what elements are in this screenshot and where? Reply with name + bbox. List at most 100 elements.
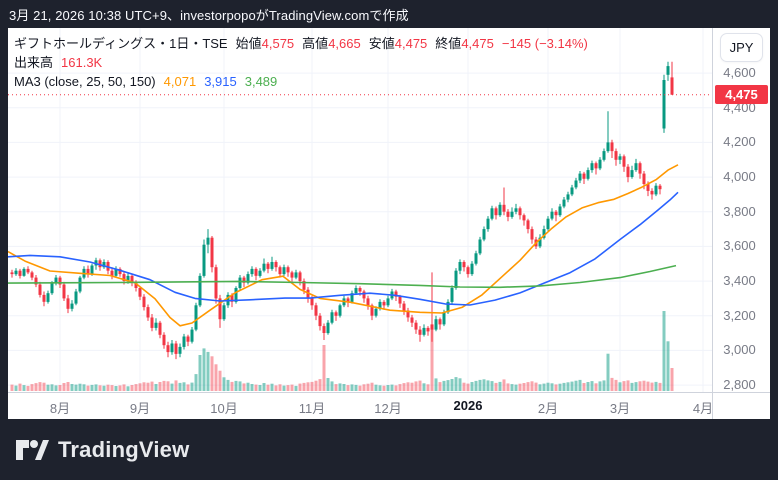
ma-label[interactable]: MA3 (close, 25, 50, 150) [14, 74, 156, 89]
volume-bar [418, 380, 422, 391]
candle-body [190, 329, 194, 342]
low-pair: 安値4,475 [369, 34, 428, 53]
volume-bar [238, 381, 242, 391]
volume-bar [74, 384, 78, 391]
candle-body [246, 274, 250, 283]
volume-bar [562, 382, 566, 391]
candle-body [50, 282, 54, 294]
volume-bar [590, 381, 594, 391]
candle-body [582, 173, 586, 179]
candle-body [450, 288, 454, 302]
candles [10, 61, 674, 360]
volume-bar [566, 382, 570, 391]
tradingview-logo[interactable]: TradingView [15, 437, 189, 463]
candle-body [622, 156, 626, 167]
candle-body [626, 166, 630, 178]
candle-body [406, 310, 410, 318]
volume-bar [630, 382, 634, 391]
tradingview-logo-icon [16, 439, 49, 460]
volume-bar [410, 382, 414, 391]
chart-card: ギフトホールディングス・1日・TSE 始値4,575 高値4,665 安値4,4… [8, 28, 770, 419]
candle-body [130, 275, 134, 283]
candle-body [486, 218, 490, 230]
candle-body [302, 281, 306, 290]
volume-bar [146, 382, 150, 391]
candle-body [158, 322, 162, 335]
candle-body [566, 194, 570, 200]
symbol-title[interactable]: ギフトホールディングス・1日・TSE [14, 36, 228, 51]
volume-bar [358, 385, 362, 391]
volume-bar [350, 384, 354, 391]
candle-body [70, 303, 74, 309]
candle-body [642, 173, 646, 184]
candle-body [66, 298, 70, 309]
volume-bar [458, 378, 462, 391]
volume-bar [174, 380, 178, 391]
candle-body [78, 277, 82, 292]
time-axis-label: 8月 [49, 401, 71, 416]
candle-body [350, 293, 354, 302]
candle-body [126, 275, 130, 282]
currency-button[interactable]: JPY [720, 33, 763, 62]
candle-body [474, 253, 478, 264]
candle-body [654, 185, 658, 195]
candle-body [198, 275, 202, 306]
time-axis-label: 10月 [210, 401, 238, 416]
candle-body [38, 284, 42, 295]
volume-bar [486, 380, 490, 391]
volume-bar [178, 382, 182, 391]
candle-body [154, 322, 158, 328]
symbol-info-row: ギフトホールディングス・1日・TSE 始値4,575 高値4,665 安値4,4… [14, 34, 588, 53]
volume-bar [634, 382, 638, 391]
ma150-value: 3,489 [244, 74, 278, 89]
candle-body [490, 208, 494, 219]
candle-body [294, 272, 298, 278]
candle-body [318, 315, 322, 327]
candle-body [394, 291, 398, 297]
volume-bar [342, 384, 346, 391]
volume-bar [198, 355, 202, 391]
candle-body [290, 272, 294, 278]
volume-bar [338, 383, 342, 391]
candle-body [422, 327, 426, 335]
volume-bar [82, 384, 86, 391]
candle-body [262, 263, 266, 271]
volume-bar [570, 381, 574, 391]
volume-bar [330, 381, 334, 391]
open-label: 始値 [235, 36, 262, 51]
volume-bar [250, 384, 254, 391]
volume-bar [538, 384, 542, 391]
volume-bar [658, 382, 662, 391]
candle-body [254, 268, 258, 276]
volume-bar [318, 379, 322, 391]
volume-value: 161.3K [61, 55, 103, 70]
volume-bar [230, 381, 234, 391]
volume-label[interactable]: 出来高 [14, 55, 54, 70]
candle-body [170, 343, 174, 353]
candle-body [10, 272, 14, 275]
price-axis[interactable]: JPY 4,475 4,600 4,400 4,200 4,000 3,800 3,600… [712, 28, 770, 419]
candle-body [402, 303, 406, 311]
candle-body [606, 142, 610, 152]
volume-bar [22, 385, 26, 391]
volume-bar [38, 382, 42, 391]
volume-bar [186, 384, 190, 391]
low-label: 安値 [368, 36, 395, 51]
candle-body [558, 206, 562, 216]
candle-body [618, 156, 622, 160]
volume-bar [98, 385, 102, 391]
candle-body [386, 298, 390, 306]
volume-bar [646, 381, 650, 391]
volume-bar [362, 384, 366, 391]
volume-bar [222, 377, 226, 391]
volume-bar [110, 385, 114, 391]
volume-bar [478, 379, 482, 391]
candle-body [230, 294, 234, 302]
candle-body [554, 211, 558, 216]
volume-bar [162, 380, 166, 391]
candle-body [458, 262, 462, 271]
chart-canvas[interactable] [8, 28, 712, 392]
candle-body [518, 208, 522, 216]
time-axis[interactable]: 8月 9月 10月 11月 12月 2026 2月 3月 4月 [8, 392, 770, 419]
